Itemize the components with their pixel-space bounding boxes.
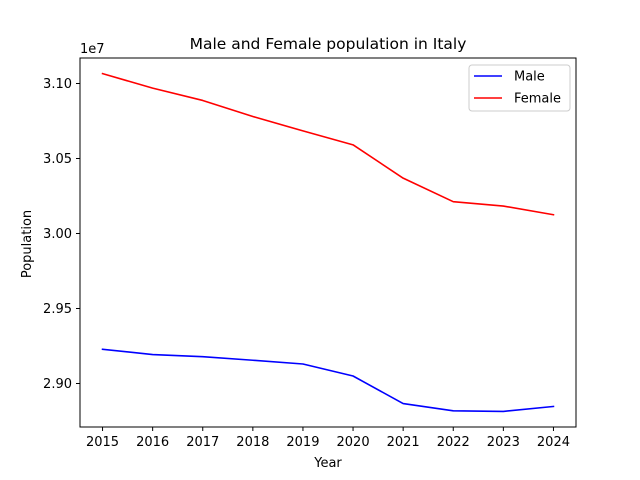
x-tick-label: 2019	[286, 435, 319, 450]
x-tick-label: 2015	[86, 435, 119, 450]
y-tick-label: 3.00	[43, 227, 72, 242]
series-lines	[101, 72, 555, 413]
y-tick-label: 3.10	[43, 77, 72, 92]
x-tick-label: 2024	[537, 435, 570, 450]
plot-area-frame	[79, 57, 577, 428]
x-tick-label: 2020	[337, 435, 370, 450]
x-tick-label: 2021	[387, 435, 420, 450]
y-tick-label: 2.90	[43, 377, 72, 392]
legend-label-male: Male	[514, 70, 545, 85]
x-tick-label: 2023	[487, 435, 520, 450]
y-axis-ticks: 2.90 2.95 3.00 3.05 3.10	[43, 77, 80, 392]
x-tick-label: 2022	[437, 435, 470, 450]
chart-title: Male and Female population in Italy	[190, 35, 467, 53]
y-axis-label: Population	[20, 210, 35, 278]
legend: Male Female	[468, 64, 571, 112]
x-tick-label: 2016	[136, 435, 169, 450]
x-axis-label: Year	[313, 456, 342, 471]
y-tick-label: 3.05	[43, 152, 72, 167]
y-axis-offset-label: 1e7	[80, 42, 105, 57]
y-tick-label: 2.95	[43, 302, 72, 317]
x-tick-label: 2017	[186, 435, 219, 450]
x-tick-label: 2018	[236, 435, 269, 450]
legend-label-female: Female	[514, 92, 561, 107]
series-line-male	[101, 348, 555, 413]
x-axis-ticks: 2015 2016 2017 2018 2019 2020 2021 2022 2023 2024	[86, 427, 570, 450]
series-line-female	[101, 72, 555, 216]
